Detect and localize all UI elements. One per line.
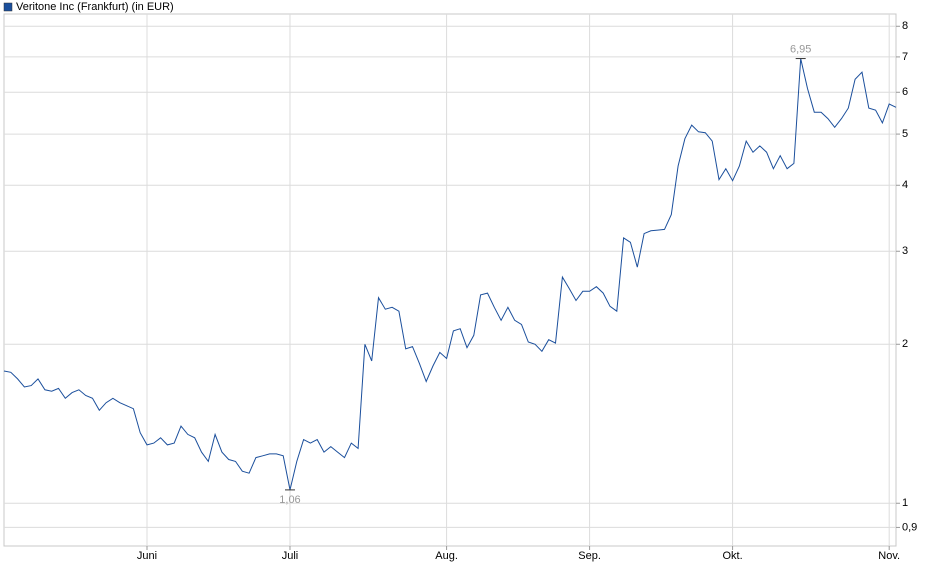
y-tick-label: 6 (902, 86, 908, 98)
x-tick-label: Aug. (435, 550, 458, 562)
x-tick-label: Juli (282, 550, 299, 562)
plot-area (3, 13, 897, 547)
value-label: 6,95 (790, 43, 811, 55)
y-tick-label: 4 (902, 179, 908, 191)
y-tick-label: 1 (902, 497, 908, 509)
y-tick-label: 7 (902, 51, 908, 63)
y-tick-label: 2 (902, 338, 908, 350)
y-tick-label: 8 (902, 20, 908, 32)
y-tick-label: 3 (902, 245, 908, 257)
x-tick-label: Juni (137, 550, 157, 562)
price-line (3, 58, 897, 491)
value-label: 1,06 (279, 494, 300, 506)
x-tick-label: Nov. (878, 550, 900, 562)
y-tick-label: 0,9 (902, 521, 917, 533)
x-tick-label: Okt. (722, 550, 742, 562)
legend-label: Veritone Inc (Frankfurt) (in EUR) (16, 1, 174, 13)
x-tick-label: Sep. (578, 550, 601, 562)
y-tick-label: 5 (902, 128, 908, 140)
legend-swatch (3, 2, 13, 12)
